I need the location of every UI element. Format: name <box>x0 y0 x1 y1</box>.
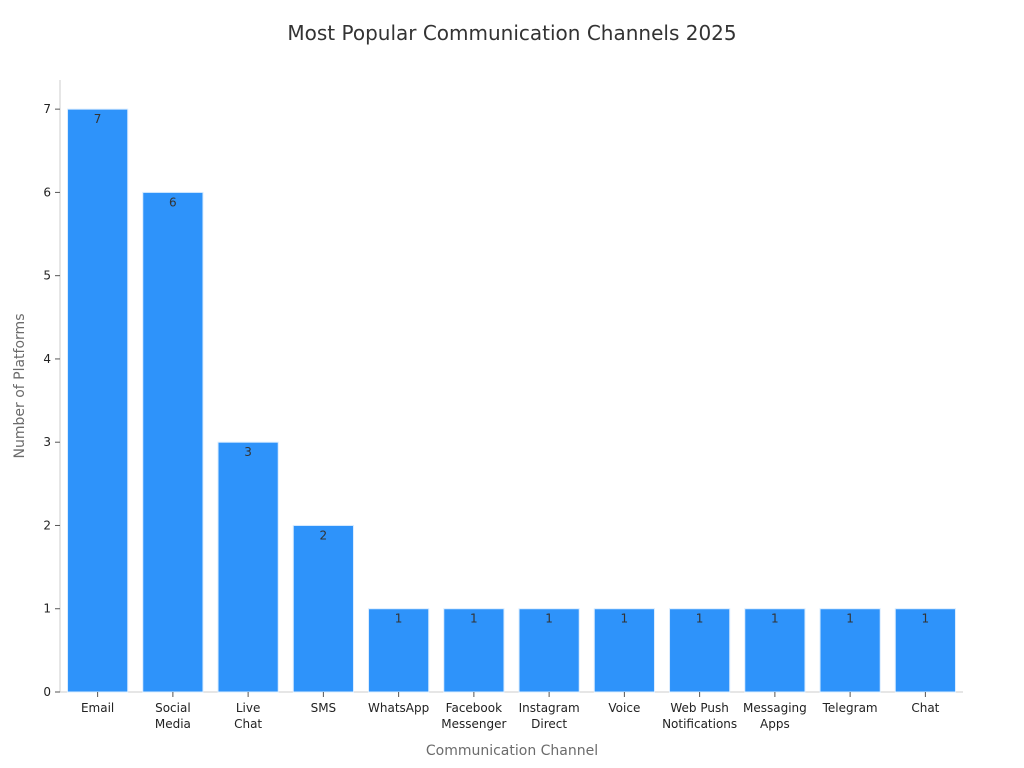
x-tick-label: Facebook Messenger <box>441 701 506 731</box>
x-tick-label: Live Chat <box>234 701 262 731</box>
data-label: 1 <box>545 612 553 626</box>
y-tick-label: 3 <box>43 435 51 449</box>
y-tick-label: 7 <box>43 102 51 116</box>
x-tick-label: SMS <box>311 701 337 715</box>
bar <box>894 608 956 693</box>
x-axis-title: Communication Channel <box>426 743 598 759</box>
data-label: 1 <box>846 612 854 626</box>
x-tick-label: Messaging Apps <box>743 701 807 731</box>
x-tick-label: Telegram <box>822 701 878 715</box>
bar <box>443 608 505 693</box>
data-label: 1 <box>771 612 779 626</box>
data-label: 7 <box>94 112 102 126</box>
bar <box>368 608 430 693</box>
x-tick-label: Instagram Direct <box>519 701 580 731</box>
x-tick-label: Voice <box>608 701 640 715</box>
data-label: 1 <box>470 612 478 626</box>
x-tick-label: Web Push Notifications <box>662 701 737 731</box>
x-tick-label: WhatsApp <box>368 701 429 715</box>
bar <box>819 608 881 693</box>
y-tick-label: 6 <box>43 185 51 199</box>
y-tick-label: 2 <box>43 518 51 532</box>
data-label: 2 <box>320 528 328 542</box>
chart-title: Most Popular Communication Channels 2025 <box>287 21 736 45</box>
data-label: 3 <box>244 445 252 459</box>
bar <box>292 524 354 693</box>
y-tick-label: 1 <box>43 602 51 616</box>
x-tick-label: Chat <box>911 701 939 715</box>
data-label: 1 <box>696 612 704 626</box>
data-label: 1 <box>922 612 930 626</box>
data-label: 1 <box>395 612 403 626</box>
data-label: 1 <box>621 612 629 626</box>
x-tick-label: Social Media <box>155 701 191 731</box>
bar <box>593 608 655 693</box>
bar <box>217 441 279 693</box>
y-tick-label: 4 <box>43 352 51 366</box>
bar <box>67 108 129 693</box>
plot-area: 0 1 2 3 4 5 6 7 7 Email 6 Social Media 3 Live Chat 2 SMS 1… <box>43 80 963 731</box>
y-tick-label: 5 <box>43 269 51 283</box>
x-tick-label: Email <box>81 701 114 715</box>
bar <box>142 191 204 693</box>
data-label: 6 <box>169 195 177 209</box>
bar <box>669 608 731 693</box>
y-axis-title: Number of Platforms <box>12 314 28 459</box>
y-tick-label: 0 <box>43 685 51 699</box>
